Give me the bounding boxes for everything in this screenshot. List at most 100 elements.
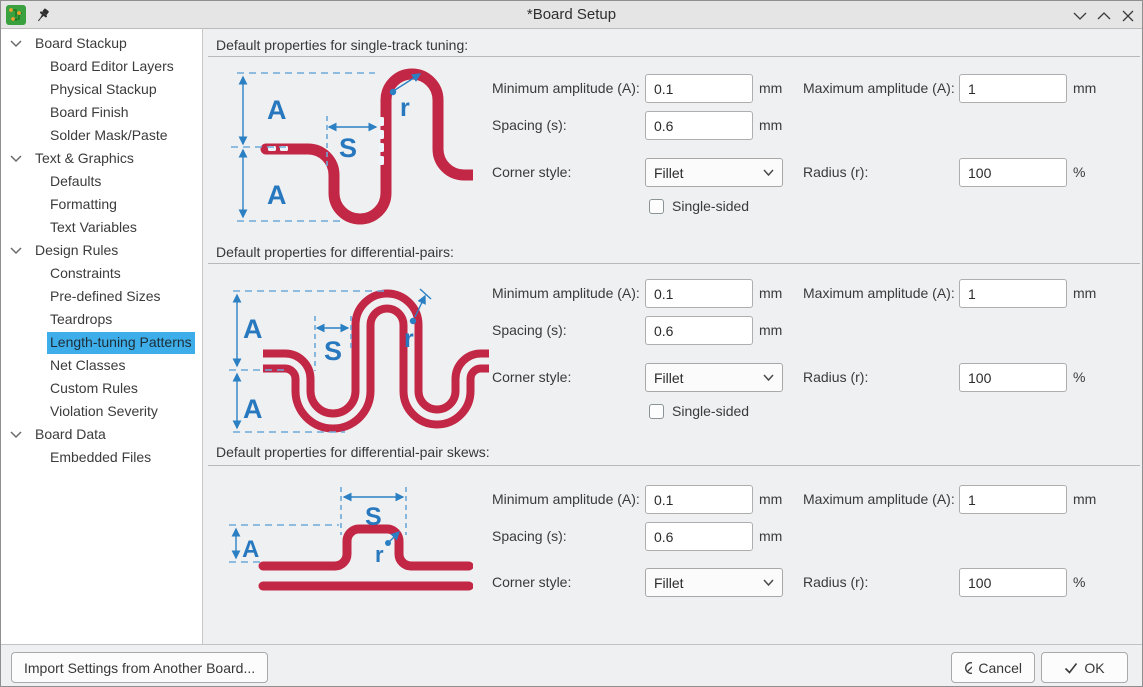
min-amplitude-input[interactable] bbox=[645, 279, 753, 308]
chevron-down-icon[interactable] bbox=[10, 430, 22, 439]
radius-label: r bbox=[404, 325, 414, 353]
section-header-differential-pair-skews: Default properties for differential-pair… bbox=[216, 444, 490, 460]
corner-style-select[interactable]: Fillet bbox=[645, 158, 783, 187]
single-sided-checkbox[interactable] bbox=[649, 199, 664, 214]
sidebar-item-design-rules[interactable]: Design Rules bbox=[1, 239, 203, 262]
radius-label: Radius (r): bbox=[803, 369, 869, 385]
tree-label: Net Classes bbox=[50, 357, 126, 373]
unit-label: mm bbox=[1073, 285, 1097, 301]
tree-label: Board Editor Layers bbox=[50, 58, 174, 74]
sidebar-item-pre-defined-sizes[interactable]: Pre-defined Sizes bbox=[1, 285, 203, 308]
tree-label: Teardrops bbox=[50, 311, 113, 327]
cancel-button[interactable]: Cancel bbox=[951, 652, 1035, 683]
chevron-down-icon[interactable] bbox=[10, 154, 22, 163]
sidebar-item-board-stackup[interactable]: Board Stackup bbox=[1, 32, 203, 55]
tree-label: Text Variables bbox=[50, 219, 137, 235]
radius-input[interactable] bbox=[959, 568, 1067, 597]
amplitude-label: A bbox=[242, 536, 259, 563]
tree-label: Formatting bbox=[50, 196, 117, 212]
section-divider bbox=[208, 56, 1140, 57]
corner-style-label: Corner style: bbox=[492, 369, 572, 385]
close-icon[interactable] bbox=[1120, 9, 1136, 23]
tree-label: Solder Mask/Paste bbox=[50, 127, 168, 143]
pin-icon[interactable] bbox=[35, 7, 51, 23]
unit-label: mm bbox=[759, 285, 783, 301]
sidebar-item-board-editor-layers[interactable]: Board Editor Layers bbox=[1, 55, 203, 78]
spacing-label: Spacing (s): bbox=[492, 322, 567, 338]
sidebar-item-teardrops[interactable]: Teardrops bbox=[1, 308, 203, 331]
max-amplitude-label: Maximum amplitude (A): bbox=[803, 80, 955, 96]
unit-label: % bbox=[1073, 164, 1086, 180]
sidebar-item-solder-mask-paste[interactable]: Solder Mask/Paste bbox=[1, 124, 203, 147]
minimize-icon[interactable] bbox=[1072, 9, 1088, 23]
max-amplitude-input[interactable] bbox=[959, 279, 1067, 308]
sidebar-item-physical-stackup[interactable]: Physical Stackup bbox=[1, 78, 203, 101]
max-amplitude-label: Maximum amplitude (A): bbox=[803, 491, 955, 507]
sidebar-item-text-graphics[interactable]: Text & Graphics bbox=[1, 147, 203, 170]
unit-label: mm bbox=[759, 322, 783, 338]
max-amplitude-input[interactable] bbox=[959, 74, 1067, 103]
tree-label: Pre-defined Sizes bbox=[50, 288, 161, 304]
sidebar-item-board-finish[interactable]: Board Finish bbox=[1, 101, 203, 124]
sidebar-item-violation-severity[interactable]: Violation Severity bbox=[1, 400, 203, 423]
tree-label: Design Rules bbox=[35, 242, 119, 258]
section-divider bbox=[208, 263, 1140, 264]
differential-pair-tuning-diagram: A A S r bbox=[229, 288, 489, 433]
spacing-input[interactable] bbox=[645, 111, 753, 140]
radius-label: r bbox=[375, 542, 384, 567]
section-header-single-track: Default properties for single-track tuni… bbox=[216, 37, 469, 53]
sidebar-item-constraints[interactable]: Constraints bbox=[1, 262, 203, 285]
amplitude-label: A bbox=[243, 314, 263, 344]
dialog-footer: Import Settings from Another Board... Ca… bbox=[1, 644, 1142, 686]
tree-label: Text & Graphics bbox=[35, 150, 134, 166]
tree-label: Defaults bbox=[50, 173, 102, 189]
corner-style-select[interactable]: Fillet bbox=[645, 568, 783, 597]
spacing-input[interactable] bbox=[645, 522, 753, 551]
corner-style-value: Fillet bbox=[654, 574, 684, 591]
spacing-label: S bbox=[365, 503, 382, 531]
sidebar-item-formatting[interactable]: Formatting bbox=[1, 193, 203, 216]
radius-input[interactable] bbox=[959, 363, 1067, 392]
tree-label: Constraints bbox=[50, 265, 121, 281]
unit-label: mm bbox=[1073, 491, 1097, 507]
sidebar-item-board-data[interactable]: Board Data bbox=[1, 423, 203, 446]
sidebar-item-length-tuning-patterns[interactable]: Length-tuning Patterns bbox=[1, 331, 203, 354]
chevron-down-icon bbox=[763, 374, 774, 381]
unit-label: mm bbox=[759, 117, 783, 133]
sidebar-item-text-variables[interactable]: Text Variables bbox=[1, 216, 203, 239]
corner-style-select[interactable]: Fillet bbox=[645, 363, 783, 392]
radius-input[interactable] bbox=[959, 158, 1067, 187]
unit-label: mm bbox=[759, 528, 783, 544]
sidebar-item-embedded-files[interactable]: Embedded Files bbox=[1, 446, 203, 469]
unit-label: mm bbox=[759, 491, 783, 507]
chevron-down-icon[interactable] bbox=[10, 246, 22, 255]
unit-label: mm bbox=[759, 80, 783, 96]
chevron-down-icon[interactable] bbox=[10, 39, 22, 48]
spacing-input[interactable] bbox=[645, 316, 753, 345]
sidebar-item-net-classes[interactable]: Net Classes bbox=[1, 354, 203, 377]
spacing-label: S bbox=[339, 133, 357, 163]
spacing-label: Spacing (s): bbox=[492, 117, 567, 133]
ok-label: OK bbox=[1084, 659, 1105, 676]
min-amplitude-input[interactable] bbox=[645, 485, 753, 514]
single-sided-label: Single-sided bbox=[672, 403, 750, 419]
settings-tree: Board Stackup Board Editor Layers Physic… bbox=[1, 29, 203, 644]
sidebar-item-custom-rules[interactable]: Custom Rules bbox=[1, 377, 203, 400]
cancel-icon bbox=[965, 661, 973, 674]
titlebar[interactable]: *Board Setup bbox=[1, 1, 1142, 29]
min-amplitude-label: Minimum amplitude (A): bbox=[492, 80, 640, 96]
radius-label: Radius (r): bbox=[803, 164, 869, 180]
maximize-icon[interactable] bbox=[1096, 9, 1112, 23]
tree-label: Board Data bbox=[35, 426, 106, 442]
tree-label: Board Stackup bbox=[35, 35, 127, 51]
sidebar-item-defaults[interactable]: Defaults bbox=[1, 170, 203, 193]
ok-button[interactable]: OK bbox=[1041, 652, 1128, 683]
import-settings-label: Import Settings from Another Board... bbox=[24, 659, 256, 676]
single-track-tuning-diagram: A A S r bbox=[231, 68, 473, 225]
corner-style-label: Corner style: bbox=[492, 574, 572, 590]
check-icon bbox=[1065, 662, 1078, 674]
import-settings-button[interactable]: Import Settings from Another Board... bbox=[11, 652, 269, 683]
min-amplitude-input[interactable] bbox=[645, 74, 753, 103]
max-amplitude-input[interactable] bbox=[959, 485, 1067, 514]
single-sided-checkbox[interactable] bbox=[649, 404, 664, 419]
